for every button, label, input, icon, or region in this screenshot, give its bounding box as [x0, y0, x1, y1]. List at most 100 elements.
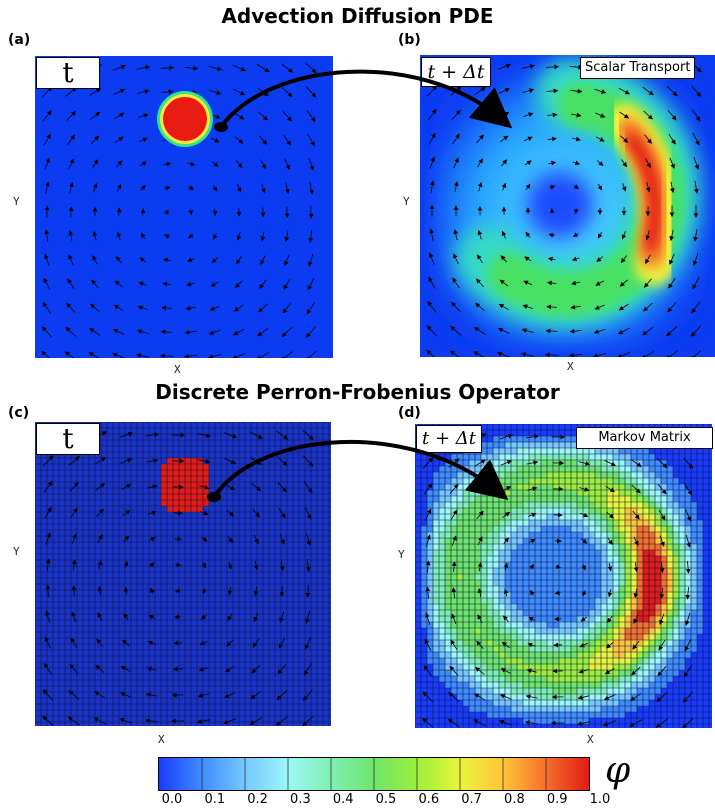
markov-cell [517, 712, 523, 718]
markov-cell [571, 556, 577, 562]
markov-cell [499, 688, 505, 694]
flow-vector [655, 718, 668, 728]
markov-cell [577, 598, 583, 604]
markov-cell [703, 454, 709, 460]
markov-cell [595, 616, 601, 622]
markov-cell [535, 628, 541, 634]
markov-cell [463, 616, 469, 622]
markov-cell [505, 598, 511, 604]
markov-cell [613, 508, 619, 514]
flow-vector [522, 304, 533, 309]
markov-cell [505, 706, 511, 712]
markov-cell [571, 430, 577, 436]
markov-cell [517, 592, 523, 598]
markov-cell [613, 646, 619, 652]
flow-vector [620, 135, 629, 143]
markov-cell [589, 478, 595, 484]
markov-cell [493, 448, 499, 454]
markov-cell [661, 532, 667, 538]
markov-cell [661, 652, 667, 658]
markov-cell [547, 550, 553, 556]
markov-cell [445, 598, 451, 604]
markov-cell [631, 514, 637, 520]
markov-cell [493, 604, 499, 610]
markov-cell [493, 532, 499, 538]
markov-cell [535, 586, 541, 592]
markov-cell [571, 604, 577, 610]
flow-vector [669, 253, 675, 265]
markov-cell [427, 640, 433, 646]
markov-cell [469, 706, 475, 712]
markov-cell [439, 502, 445, 508]
scalar-cell [197, 470, 203, 476]
scalar-cell [179, 476, 185, 482]
markov-cell [667, 676, 673, 682]
markov-cell [427, 628, 433, 634]
markov-cell [415, 694, 421, 700]
markov-cell [469, 556, 475, 562]
markov-cell [703, 616, 709, 622]
markov-cell [655, 706, 661, 712]
markov-cell [685, 718, 691, 724]
markov-cell [685, 604, 691, 610]
markov-cell [631, 706, 637, 712]
markov-cell [535, 544, 541, 550]
flow-vector [212, 208, 218, 216]
markov-cell [547, 694, 553, 700]
markov-cell [601, 454, 607, 460]
markov-cell [655, 712, 661, 718]
flow-vector [501, 182, 507, 191]
markov-cell [709, 712, 712, 718]
markov-cell [517, 430, 523, 436]
markov-cell [619, 508, 625, 514]
markov-cell [691, 598, 697, 604]
markov-cell [655, 688, 661, 694]
markov-cell [529, 568, 535, 574]
time-label-a: t [36, 57, 100, 89]
markov-cell [589, 508, 595, 514]
markov-cell [679, 448, 685, 454]
markov-cell [427, 604, 433, 610]
flow-vector [146, 666, 157, 672]
flow-vector [425, 534, 431, 547]
markov-cell [691, 562, 697, 568]
markov-cell [457, 592, 463, 598]
markov-cell [481, 490, 487, 496]
markov-cell [655, 448, 661, 454]
flow-vector [208, 329, 221, 335]
markov-cell [571, 484, 577, 490]
markov-cell [553, 454, 559, 460]
markov-cell [661, 664, 667, 670]
markov-cell [451, 526, 457, 532]
markov-cell [553, 604, 559, 610]
flow-vector [568, 352, 583, 357]
markov-cell [679, 706, 685, 712]
markov-cell [679, 694, 685, 700]
markov-cell [493, 550, 499, 556]
markov-cell [547, 568, 553, 574]
markov-cell [481, 556, 487, 562]
markov-cell [463, 454, 469, 460]
markov-cell [535, 430, 541, 436]
markov-cell [451, 598, 457, 604]
markov-cell [427, 478, 433, 484]
markov-cell [577, 700, 583, 706]
flow-vector [115, 160, 123, 168]
markov-cell [625, 712, 631, 718]
flow-vector [522, 88, 535, 93]
markov-cell [559, 634, 565, 640]
markov-cell [685, 628, 691, 634]
markov-cell [559, 592, 565, 598]
markov-cell [571, 634, 577, 640]
markov-cell [439, 670, 445, 676]
markov-cell [475, 520, 481, 526]
markov-cell [559, 700, 565, 706]
colorbar-tick-label: 0.8 [504, 792, 525, 807]
markov-cell [469, 544, 475, 550]
scalar-cell [197, 464, 203, 470]
scalar-cell [197, 488, 203, 494]
markov-cell [667, 556, 673, 562]
markov-cell [433, 640, 439, 646]
markov-cell [649, 712, 655, 718]
flow-vector [549, 208, 555, 214]
